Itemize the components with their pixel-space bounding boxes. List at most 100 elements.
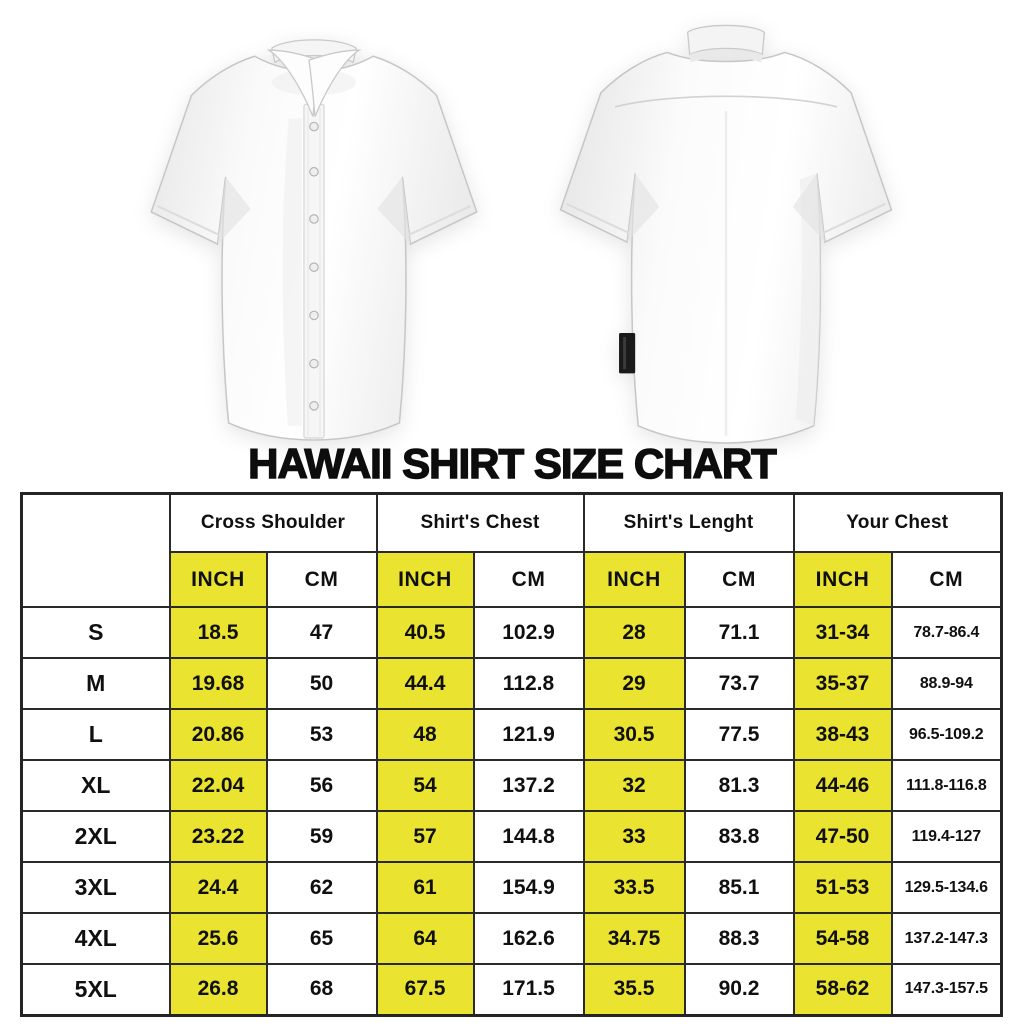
unit-header-cm: CM (265, 551, 378, 608)
inch-value: 18.5 (168, 606, 268, 659)
inch-value: 33.5 (582, 861, 686, 914)
inch-value: 28 (582, 606, 686, 659)
cm-value: 88.3 (683, 912, 795, 965)
inch-value: 23.22 (168, 810, 268, 863)
cm-value: 50 (265, 657, 378, 710)
cm-value: 121.9 (472, 708, 585, 761)
group-header-shirts-lenght: Shirt's Lenght (582, 492, 795, 553)
inch-value: 32 (582, 759, 686, 812)
cm-value: 77.5 (683, 708, 795, 761)
group-header-cross-shoulder: Cross Shoulder (168, 492, 378, 553)
size-row-m: M 19.68 50 44.4 112.8 29 73.7 35-37 88.9-94 (20, 657, 1003, 710)
group-header-shirts-chest: Shirt's Chest (375, 492, 585, 553)
size-label: L (20, 708, 171, 761)
cm-value: 90.2 (683, 963, 795, 1016)
size-table: Cross Shoulder Shirt's Chest Shirt's Len… (20, 492, 1004, 1017)
shirt-back-collar (686, 24, 766, 63)
cm-value: 62 (265, 861, 378, 914)
cm-value: 85.1 (683, 861, 795, 914)
inch-value: 51-53 (792, 861, 893, 914)
cm-value: 102.9 (472, 606, 585, 659)
size-label: S (20, 606, 171, 659)
cm-value: 171.5 (472, 963, 585, 1016)
cm-value: 119.4-127 (890, 810, 1003, 863)
inch-value: 26.8 (168, 963, 268, 1016)
cm-value: 56 (265, 759, 378, 812)
shirt-front-buttons (309, 121, 319, 411)
unit-header-inch: INCH (375, 551, 475, 608)
shirt-front-image (150, 39, 478, 441)
cm-value: 53 (265, 708, 378, 761)
size-label: 3XL (20, 861, 171, 914)
inch-value: 47-50 (792, 810, 893, 863)
group-header-your-chest: Your Chest (792, 492, 1003, 553)
size-label: 4XL (20, 912, 171, 965)
cm-value: 47 (265, 606, 378, 659)
unit-header-cm: CM (683, 551, 795, 608)
cm-value: 137.2 (472, 759, 585, 812)
cm-value: 71.1 (683, 606, 795, 659)
inch-value: 54 (375, 759, 475, 812)
inch-value: 44-46 (792, 759, 893, 812)
inch-value: 29 (582, 657, 686, 710)
group-header-row: Cross Shoulder Shirt's Chest Shirt's Len… (20, 492, 1003, 608)
inch-value: 35-37 (792, 657, 893, 710)
size-row-4xl: 4XL 25.6 65 64 162.6 34.75 88.3 54-58 137.2-147.… (20, 912, 1003, 965)
inch-value: 34.75 (582, 912, 686, 965)
unit-header-cm: CM (890, 551, 1003, 608)
inch-value: 48 (375, 708, 475, 761)
inch-value: 25.6 (168, 912, 268, 965)
inch-value: 58-62 (792, 963, 893, 1016)
unit-header-inch: INCH (582, 551, 686, 608)
cm-value: 59 (265, 810, 378, 863)
cm-value: 81.3 (683, 759, 795, 812)
inch-value: 19.68 (168, 657, 268, 710)
cm-value: 111.8-116.8 (890, 759, 1003, 812)
inch-value: 35.5 (582, 963, 686, 1016)
inch-value: 40.5 (375, 606, 475, 659)
shirt-front-collar (266, 39, 362, 117)
cm-value: 129.5-134.6 (890, 861, 1003, 914)
page-title: HAWAII SHIRT SIZE CHART (247, 440, 777, 488)
cm-value: 88.9-94 (890, 657, 1003, 710)
size-label: M (20, 657, 171, 710)
cm-value: 96.5-109.2 (890, 708, 1003, 761)
inch-value: 64 (375, 912, 475, 965)
inch-value: 67.5 (375, 963, 475, 1016)
shirt-back-side-tag (619, 332, 636, 374)
cm-value: 65 (265, 912, 378, 965)
cm-value: 144.8 (472, 810, 585, 863)
unit-header-cm: CM (472, 551, 585, 608)
inch-value: 57 (375, 810, 475, 863)
inch-value: 54-58 (792, 912, 893, 965)
unit-header-inch: INCH (792, 551, 893, 608)
size-label: 2XL (20, 810, 171, 863)
size-row-2xl: 2XL 23.22 59 57 144.8 33 83.8 47-50 119.4-127 (20, 810, 1003, 863)
cm-value: 112.8 (472, 657, 585, 710)
size-label: XL (20, 759, 171, 812)
inch-value: 44.4 (375, 657, 475, 710)
size-row-s: S 18.5 47 40.5 102.9 28 71.1 31-34 78.7-86.4 (20, 606, 1003, 659)
corner-cell (20, 492, 171, 608)
cm-value: 137.2-147.3 (890, 912, 1003, 965)
cm-value: 154.9 (472, 861, 585, 914)
size-row-l: L 20.86 53 48 121.9 30.5 77.5 38-43 96.5-109.2 (20, 708, 1003, 761)
size-table-header: Cross Shoulder Shirt's Chest Shirt's Len… (20, 492, 1003, 608)
size-row-3xl: 3XL 24.4 62 61 154.9 33.5 85.1 51-53 129.5-134.6 (20, 861, 1003, 914)
inch-value: 30.5 (582, 708, 686, 761)
unit-header-inch: INCH (168, 551, 268, 608)
size-row-5xl: 5XL 26.8 68 67.5 171.5 35.5 90.2 58-62 147.3-157… (20, 963, 1003, 1016)
inch-value: 33 (582, 810, 686, 863)
shirt-back-body (559, 51, 893, 444)
cm-value: 68 (265, 963, 378, 1016)
size-row-xl: XL 22.04 56 54 137.2 32 81.3 44-46 111.8-116.8 (20, 759, 1003, 812)
inch-value: 61 (375, 861, 475, 914)
inch-value: 22.04 (168, 759, 268, 812)
cm-value: 83.8 (683, 810, 795, 863)
inch-value: 24.4 (168, 861, 268, 914)
inch-value: 31-34 (792, 606, 893, 659)
size-table-body: S 18.5 47 40.5 102.9 28 71.1 31-34 78.7-86.4 M 19.… (20, 606, 1003, 1016)
cm-value: 147.3-157.5 (890, 963, 1003, 1016)
size-label: 5XL (20, 963, 171, 1016)
